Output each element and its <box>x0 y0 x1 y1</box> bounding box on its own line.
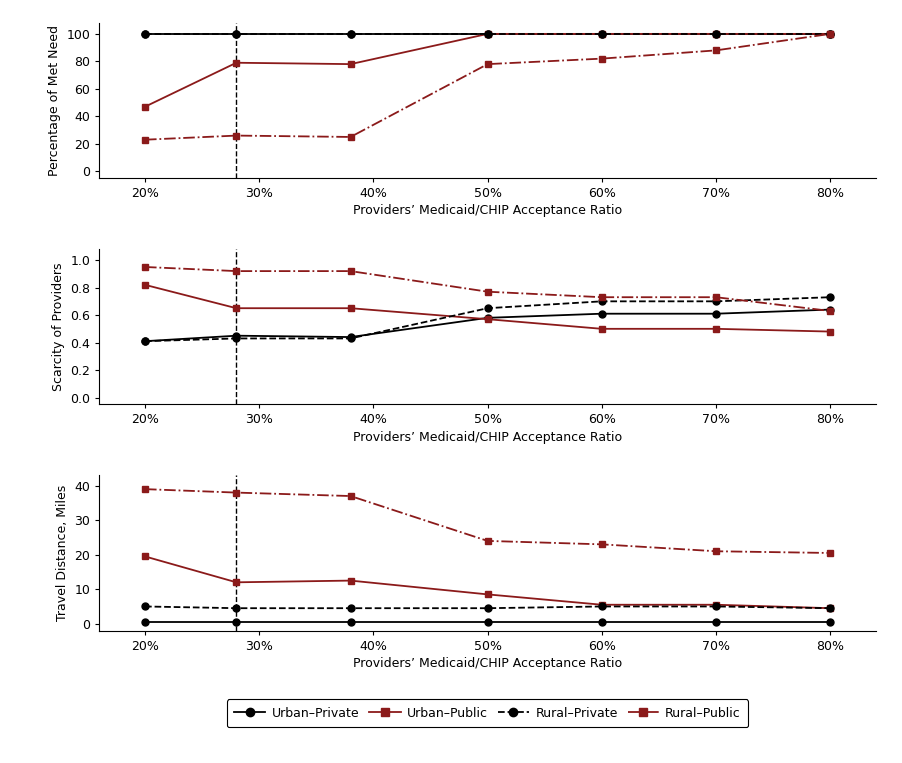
Y-axis label: Travel Distance, Miles: Travel Distance, Miles <box>56 485 69 621</box>
X-axis label: Providers’ Medicaid/CHIP Acceptance Ratio: Providers’ Medicaid/CHIP Acceptance Rati… <box>353 204 621 217</box>
Y-axis label: Scarcity of Providers: Scarcity of Providers <box>51 262 65 391</box>
Y-axis label: Percentage of Met Need: Percentage of Met Need <box>48 25 60 176</box>
X-axis label: Providers’ Medicaid/CHIP Acceptance Ratio: Providers’ Medicaid/CHIP Acceptance Rati… <box>353 430 621 443</box>
Legend: Urban–Private, Urban–Public, Rural–Private, Rural–Public: Urban–Private, Urban–Public, Rural–Priva… <box>226 699 748 727</box>
X-axis label: Providers’ Medicaid/CHIP Acceptance Ratio: Providers’ Medicaid/CHIP Acceptance Rati… <box>353 657 621 670</box>
